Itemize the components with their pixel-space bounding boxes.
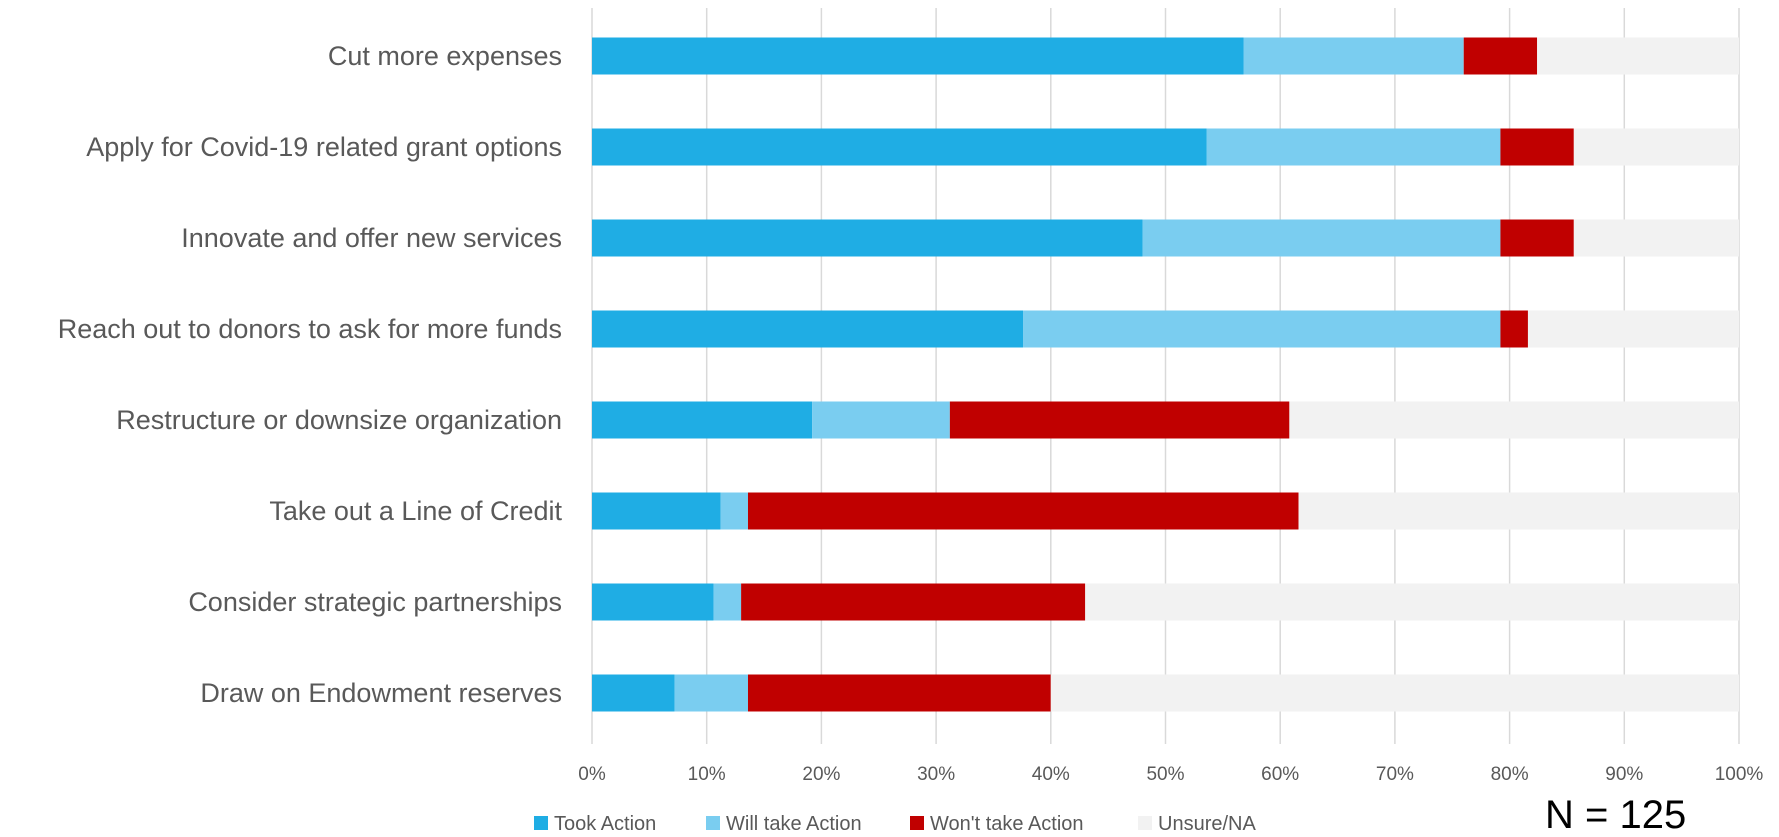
x-tick-label: 40% [1032,764,1070,785]
x-tick-label: 80% [1491,764,1529,785]
bar-segment-will-take-action [674,674,748,712]
x-tick-label: 100% [1715,764,1764,785]
gridlines [591,8,1740,744]
category-label: Consider strategic partnerships [188,587,562,617]
bar-segment-will-take-action [1023,310,1501,348]
x-tick-label: 30% [917,764,955,785]
bar-segment-won-t-take-action [1500,310,1528,348]
x-tick-label: 70% [1376,764,1414,785]
x-tick-label: 50% [1146,764,1184,785]
legend-swatch [706,816,720,830]
bar-segment-won-t-take-action [747,674,1051,712]
bar-segment-unsure-na [1537,37,1739,75]
bar-segment-will-take-action [1243,37,1464,75]
bar-segment-will-take-action [720,492,748,530]
x-tick-label: 10% [688,764,726,785]
category-label: Reach out to donors to ask for more fund… [58,314,562,344]
x-tick-label: 60% [1261,764,1299,785]
x-tick-label: 20% [802,764,840,785]
bar-segment-will-take-action [1142,219,1501,257]
bar-segment-took-action [592,37,1244,75]
bar-segment-won-t-take-action [1500,128,1574,166]
bar-segment-unsure-na [1298,492,1739,530]
bar-segment-unsure-na [1050,674,1739,712]
bars [592,37,1739,712]
bar-segment-won-t-take-action [1500,219,1574,257]
category-label: Apply for Covid-19 related grant options [86,132,562,162]
x-tick-label: 90% [1605,764,1643,785]
legend: Took Action Will take Action Won't take Ac… [534,813,1256,835]
legend-label: Took Action [554,813,656,835]
legend-swatch [1138,816,1152,830]
bar-segment-took-action [592,583,714,621]
bar-segment-unsure-na [1085,583,1739,621]
bar-segment-won-t-take-action [1463,37,1538,75]
bar-segment-won-t-take-action [741,583,1086,621]
category-label: Take out a Line of Credit [269,496,562,526]
x-tick-label: 0% [578,764,606,785]
bar-segment-unsure-na [1573,219,1739,257]
legend-swatch [534,816,548,830]
bar-segment-will-take-action [1206,128,1501,166]
bar-segment-won-t-take-action [949,401,1290,439]
category-label: Restructure or downsize organization [116,405,562,435]
bar-segment-took-action [592,401,813,439]
legend-label: Will take Action [726,813,862,835]
bar-segment-took-action [592,128,1207,166]
bar-segment-took-action [592,674,675,712]
bar-segment-took-action [592,492,721,530]
bar-segment-unsure-na [1289,401,1739,439]
category-label: Draw on Endowment reserves [200,678,562,708]
category-label: Cut more expenses [328,41,562,71]
x-tick-labels: 0% 10% 20% 30% 40% 50% 60% 70% 80% 90% 100% [578,764,1763,785]
category-labels: Cut more expenses Apply for Covid-19 rela… [58,41,563,708]
bar-segment-won-t-take-action [747,492,1299,530]
bar-segment-will-take-action [713,583,742,621]
bar-segment-took-action [592,310,1024,348]
category-label: Innovate and offer new services [181,223,562,253]
bar-segment-unsure-na [1573,128,1739,166]
legend-label: Won't take Action [930,813,1084,835]
bar-segment-unsure-na [1527,310,1739,348]
bar-segment-will-take-action [812,401,950,439]
legend-swatch [910,816,924,830]
sample-size-note: N = 125 [1545,793,1687,837]
bar-segment-took-action [592,219,1143,257]
legend-label: Unsure/NA [1158,813,1256,835]
